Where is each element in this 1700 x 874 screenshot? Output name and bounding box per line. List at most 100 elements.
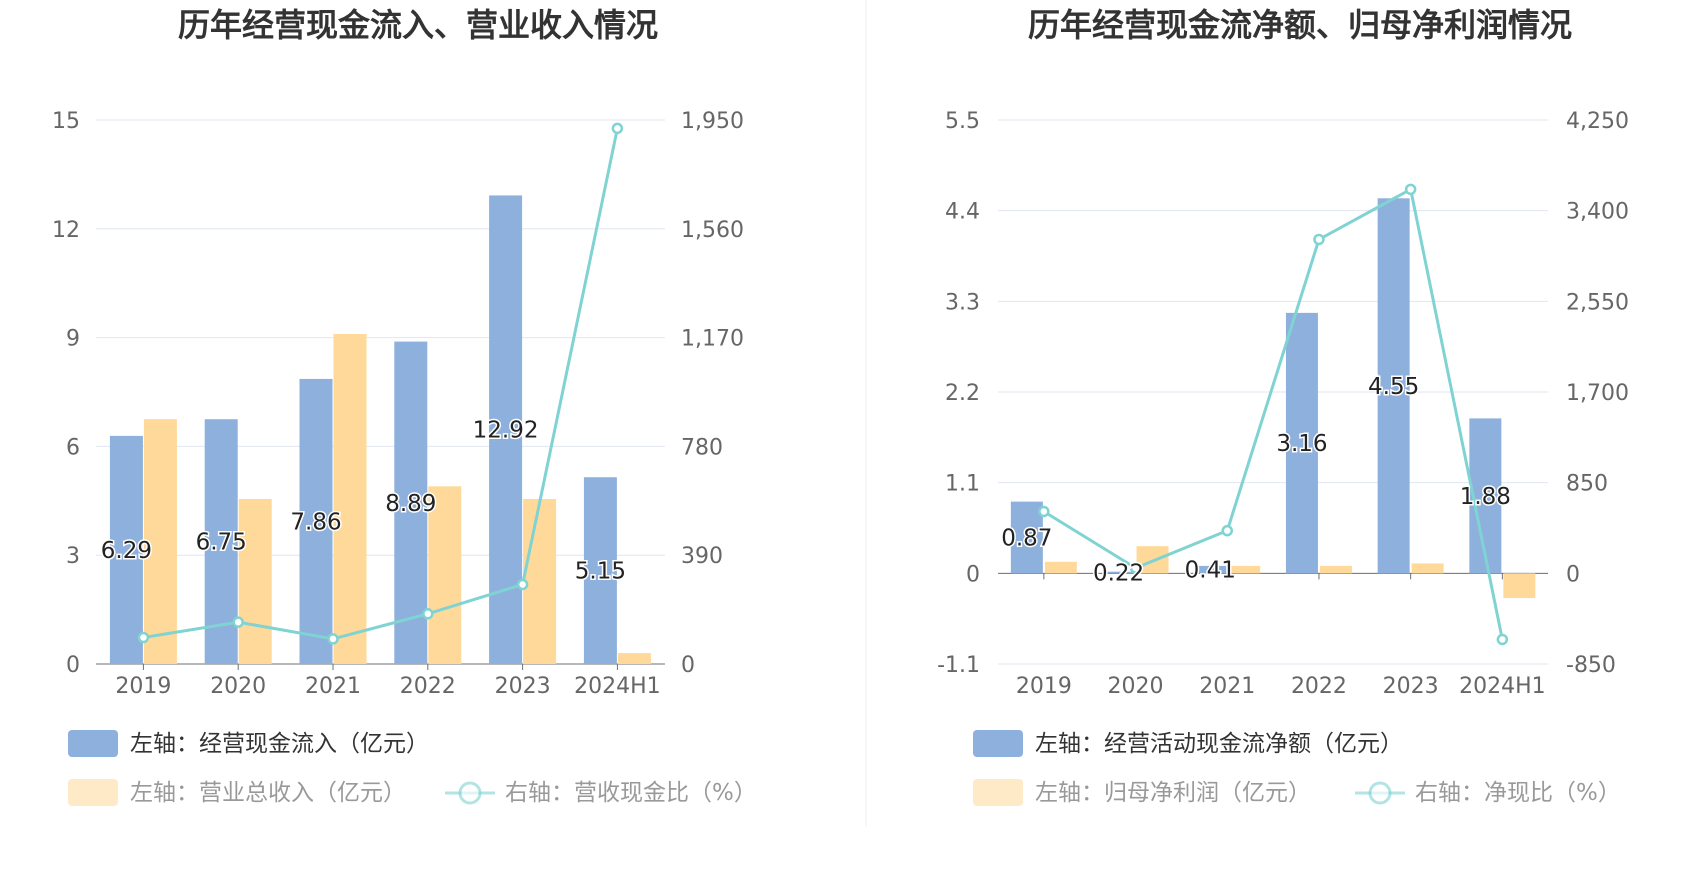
line-point: [1313, 233, 1325, 246]
y-left-tick-label: 6: [66, 435, 80, 460]
x-tick-label: 2023: [495, 674, 551, 699]
bar-series-2: [1411, 563, 1444, 574]
y-right-tick-label: 1,560: [681, 218, 744, 243]
bar-series-2: [617, 653, 651, 664]
y-left-tick-label: 12: [52, 218, 80, 243]
bar-series-2: [143, 419, 177, 664]
y-right-tick-label: 1,700: [1566, 381, 1629, 406]
x-tick-label: 2020: [1108, 674, 1164, 699]
y-left-tick-label: 1.1: [945, 472, 980, 497]
bar-series-2: [523, 498, 557, 664]
line-point: [1221, 524, 1233, 537]
bar-series-1: [109, 435, 143, 664]
y-right-tick-label: 1,170: [681, 327, 744, 352]
line-point: [327, 633, 339, 645]
legend-swatch-series-2: [68, 779, 118, 806]
y-left-tick-label: 0: [966, 562, 980, 587]
data-label: 0.41: [1185, 558, 1236, 584]
y-right-tick-label: 0: [681, 653, 695, 678]
legend-swatch-line-marker: [1368, 781, 1392, 805]
y-left-tick-label: -1.1: [937, 653, 980, 678]
line-point: [516, 578, 529, 591]
x-tick-label: 2020: [210, 674, 266, 699]
x-tick-label: 2019: [1016, 674, 1072, 699]
legend-label-series-2: 左轴：营业总收入（亿元）: [130, 780, 406, 806]
legend-swatch-series-1: [68, 730, 118, 757]
data-label: 0.87: [1001, 525, 1052, 551]
data-label: 4.55: [1368, 374, 1419, 400]
y-left-tick-label: 9: [66, 327, 80, 352]
data-label: 6.75: [196, 530, 247, 556]
chart-title: 历年经营现金流净额、归母净利润情况: [1028, 6, 1572, 44]
data-label: 6.29: [101, 538, 152, 564]
x-tick-label: 2024H1: [1459, 674, 1546, 699]
y-right-tick-label: 850: [1566, 472, 1608, 497]
data-label: 12.92: [473, 418, 539, 444]
line-point: [1496, 633, 1509, 646]
bar-series-2: [238, 498, 272, 664]
x-tick-label: 2019: [115, 674, 171, 699]
y-left-tick-label: 3: [66, 544, 80, 569]
data-label: 5.15: [575, 559, 626, 585]
line-point: [232, 616, 244, 628]
x-tick-label: 2021: [1199, 674, 1255, 699]
legend-swatch-line-marker: [458, 781, 482, 805]
y-right-tick-label: 2,550: [1566, 290, 1629, 315]
bar-series-2: [1228, 565, 1261, 574]
data-label: 0.22: [1093, 561, 1144, 587]
y-right-tick-label: 1,950: [681, 109, 744, 134]
y-right-tick-label: 390: [681, 544, 723, 569]
bar-series-1: [1469, 418, 1502, 574]
chart-panel-1: 历年经营现金流入、营业收入情况 0 3 6 9 12 15 0 390 780 1,170 1,560…: [52, 6, 757, 806]
bar-series-2: [1044, 561, 1077, 574]
x-tick-label: 2024H1: [574, 674, 661, 699]
y-left-tick-label: 15: [52, 109, 80, 134]
line-point: [1038, 505, 1050, 518]
legend-label-series-2: 左轴：归母净利润（亿元）: [1035, 780, 1311, 806]
x-tick-label: 2021: [305, 674, 361, 699]
chart-title: 历年经营现金流入、营业收入情况: [178, 6, 658, 44]
bar-series-1: [1377, 198, 1410, 574]
line-series: [1043, 187, 1504, 640]
y-right-tick-label: 3,400: [1566, 200, 1629, 225]
y-left-tick-label: 2.2: [945, 381, 980, 406]
legend-label-line: 右轴：净现比（%）: [1415, 780, 1621, 806]
bar-series-1: [583, 477, 617, 664]
y-left-tick-label: 3.3: [945, 290, 980, 315]
data-label: 1.88: [1460, 484, 1511, 510]
data-label: 3.16: [1276, 431, 1327, 457]
legend-label-line: 右轴：营收现金比（%）: [505, 780, 757, 806]
line-point: [422, 608, 434, 620]
data-label: 8.89: [385, 491, 436, 517]
bar-series-1: [1102, 571, 1135, 574]
line-point: [611, 122, 624, 135]
y-left-tick-label: 4.4: [945, 200, 980, 225]
legend-label-series-1: 左轴：经营现金流入（亿元）: [130, 731, 429, 757]
legend-label-series-1: 左轴：经营活动现金流净额（亿元）: [1035, 731, 1403, 757]
x-tick-label: 2022: [400, 674, 456, 699]
bar-series-1: [1194, 565, 1227, 574]
y-right-tick-label: 4,250: [1566, 109, 1629, 134]
line-series: [143, 128, 619, 641]
line-point: [137, 631, 150, 644]
bar-series-2: [333, 333, 367, 664]
bar-series-1: [299, 378, 333, 664]
bar-series-2: [1503, 573, 1536, 599]
y-right-tick-label: 0: [1566, 562, 1580, 587]
legend-swatch-series-2: [973, 779, 1023, 806]
bar-series-1: [1010, 501, 1043, 574]
y-right-tick-label: 780: [681, 435, 723, 460]
bar-series-2: [1319, 565, 1352, 574]
y-left-tick-label: 5.5: [945, 109, 980, 134]
x-tick-label: 2022: [1291, 674, 1347, 699]
y-left-tick-label: 0: [66, 653, 80, 678]
data-label: 7.86: [290, 509, 341, 535]
chart-panel-2: 历年经营现金流净额、归母净利润情况 -1.1 0 1.1 2.2 3.3 4.4 5.5 -85…: [937, 6, 1629, 806]
line-point: [1129, 562, 1142, 574]
line-point: [1404, 183, 1417, 196]
legend-swatch-series-1: [973, 730, 1023, 757]
y-right-tick-label: -850: [1566, 653, 1616, 678]
bar-series-1: [394, 341, 428, 664]
